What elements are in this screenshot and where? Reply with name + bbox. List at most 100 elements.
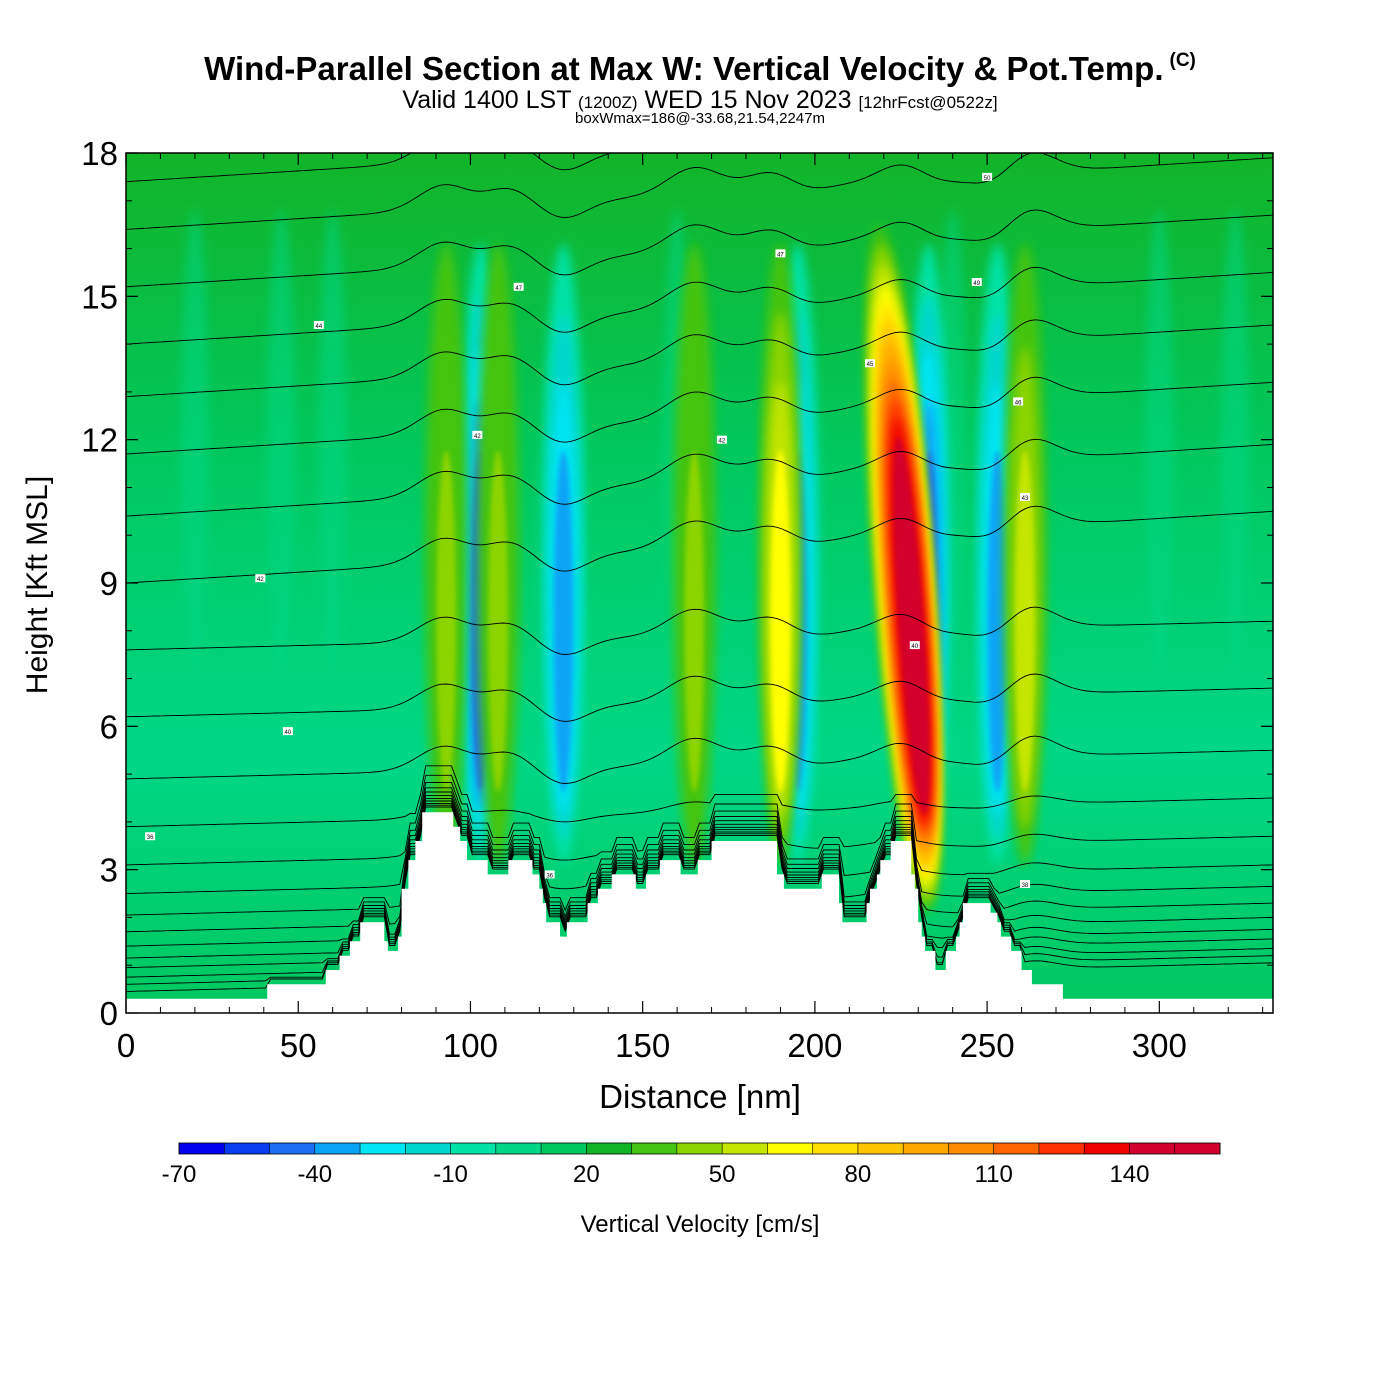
background-streak [318,209,347,670]
isentrope-line [126,57,1273,134]
isentrope-line [126,798,1273,959]
colorbar-frame [178,1142,1221,1155]
isentrope-label-box [1020,880,1030,888]
isentrope-line [126,673,1273,722]
isentrope-label-text: 45 [867,362,874,368]
background-streak [267,209,295,670]
isentrope-line [126,505,1273,584]
colorbar-swatch [224,1143,271,1154]
isentrope-label-box [865,359,875,368]
contour-labels: 36 40 42 44 42 47 36 42 47 45 40 49 50 46 43 38 [145,172,1030,889]
isentrope-line [126,802,1273,978]
isentrope-line [126,438,1273,517]
isentrope-label: 49 [971,278,982,287]
y-tick-label: 0 [100,995,118,1032]
chart-subtitle: Valid 1400 LST (1200Z) WED 15 Nov 2023 [… [0,86,1400,115]
isentrope-label-box [775,249,786,258]
valid-utc: (1200Z) [577,93,638,112]
y-tick-label: 3 [100,852,118,889]
valid-time: Valid 1400 LST [402,86,572,114]
colorbar-swatch [903,1143,949,1154]
potential-temperature-contours [126,57,1273,992]
isentrope-label-box [255,574,266,583]
colorbar-swatch [1084,1143,1130,1154]
isentrope-line [126,804,1273,985]
isentrope-label: 40 [909,641,920,650]
velocity-contour [987,450,1008,793]
background-streak [1221,209,1250,670]
isentrope-label: 42 [472,430,483,440]
isentrope-label-text: 49 [973,281,980,287]
y-tick-label: 12 [81,422,118,459]
colorbar-swatch [1129,1143,1176,1154]
isentrope-label: 42 [255,574,266,583]
x-tick-label: 200 [787,1027,842,1064]
background-streak [180,209,209,670]
isentrope-label-text: 42 [474,434,481,440]
isentrope-line [126,774,1273,866]
isentrope-label: 45 [865,359,875,368]
isentrope-label: 36 [544,870,555,879]
x-tick-label: 100 [443,1027,498,1064]
isentrope-label: 42 [716,435,727,445]
forecast-info: [12hrFcst@0522z] [858,93,998,112]
isentrope-line [126,209,1273,288]
isentrope-line [126,735,1273,784]
colorbar: -70 -40 -10 20 50 80 110 140 [162,1142,1221,1188]
velocity-contour [770,450,791,793]
isentrope-label: 44 [313,321,324,330]
colorbar-swatch [360,1143,406,1154]
isentrope-label-box [282,727,293,736]
colorbar-swatch [722,1143,768,1154]
isentrope-label-text: 50 [984,176,991,182]
updraft-column [1004,243,1046,865]
isentrope-line [126,153,614,183]
isentrope-line [126,795,1273,947]
colorbar-tick-label: 80 [845,1161,872,1188]
velocity-contour [488,450,508,793]
colorbar-swatch [812,1143,859,1154]
colorbar-tick-label: 110 [975,1161,1013,1188]
isentrope-label-text: 40 [285,730,292,736]
colorbar-tick-label: 20 [573,1161,600,1188]
isentrope-label: 40 [282,727,293,736]
isentrope-label: 36 [145,832,156,841]
isentrope-label-text: 46 [1015,400,1022,406]
updraft-column [673,243,716,865]
y-tick-label: 18 [81,135,118,172]
terrain-mask [126,812,1273,1013]
x-tick-label: 250 [960,1027,1015,1064]
isentrope-label-text: 47 [777,252,784,258]
isentrope-line [126,153,1273,230]
colorbar-swatch [586,1143,633,1154]
isentrope-label-text: 42 [257,577,264,583]
colorbar-tick-label: 50 [709,1161,736,1188]
y-tick-label: 9 [100,565,118,602]
isentrope-line [126,791,1273,933]
colorbar-label: Vertical Velocity [cm/s] [581,1211,820,1238]
isentrope-label-text: 36 [147,835,154,841]
isentrope-label-box [971,278,982,286]
box-wmax-info: boxWmax=186@-33.68,21.54,2247m [575,110,825,127]
colorbar-swatch [1038,1143,1085,1154]
colorbar-swatch [541,1143,587,1154]
colorbar-swatch [857,1143,904,1154]
isentrope-line [126,606,1273,655]
isentrope-label-box [472,430,483,439]
isentrope-line [126,787,1273,916]
isentrope-line [126,765,1273,828]
colorbar-tick-label: 140 [1109,1161,1149,1188]
isentrope-line [126,782,1273,895]
terrain-profile [126,812,1273,1013]
velocity-contour [436,450,457,793]
valid-date: WED 15 Nov 2023 [644,86,852,114]
x-tick-label: 300 [1132,1027,1187,1064]
isentrope-label-box [716,435,727,444]
isentrope-line [126,800,1273,969]
x-axis-label: Distance [nm] [599,1078,801,1115]
x-tick-label: 0 [117,1027,135,1064]
isentrope-label-box [909,641,920,650]
isentrope-label-box [544,870,555,879]
background-streak [1145,209,1174,670]
